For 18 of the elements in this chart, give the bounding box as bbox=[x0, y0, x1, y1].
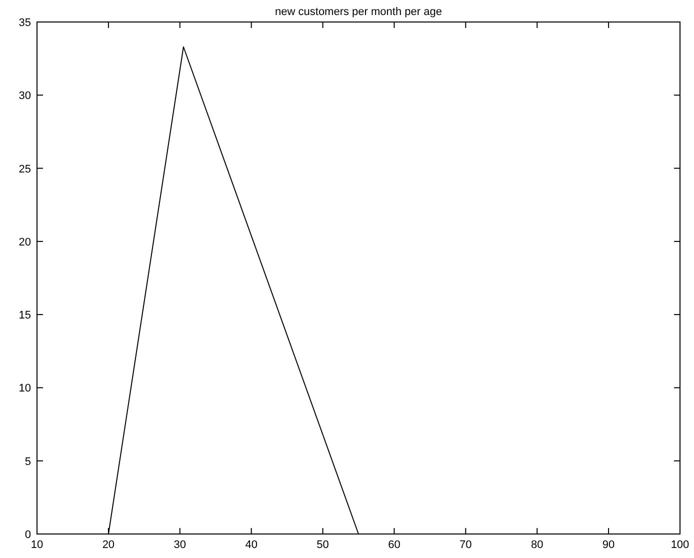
y-tick-label: 10 bbox=[18, 382, 31, 395]
x-tick-label: 60 bbox=[388, 539, 400, 551]
y-tick-label: 35 bbox=[18, 17, 31, 29]
y-tick-label: 30 bbox=[18, 90, 31, 102]
x-tick-label: 80 bbox=[530, 539, 544, 551]
x-tick-label: 70 bbox=[460, 539, 472, 551]
chart-title: new customers per month per age bbox=[275, 6, 442, 18]
y-tick-label: 5 bbox=[24, 456, 31, 468]
x-tick-label: 90 bbox=[602, 539, 615, 551]
x-tick-label: 40 bbox=[245, 539, 258, 551]
x-tick-label: 20 bbox=[102, 539, 115, 551]
x-tick-label: 30 bbox=[174, 539, 186, 551]
y-tick-label: 0 bbox=[24, 529, 31, 541]
x-tick-label: 100 bbox=[670, 539, 690, 551]
y-tick-label: 25 bbox=[18, 163, 31, 176]
x-tick-label: 50 bbox=[316, 539, 329, 551]
y-tick-label: 20 bbox=[18, 236, 31, 248]
y-tick-label: 15 bbox=[18, 310, 31, 322]
